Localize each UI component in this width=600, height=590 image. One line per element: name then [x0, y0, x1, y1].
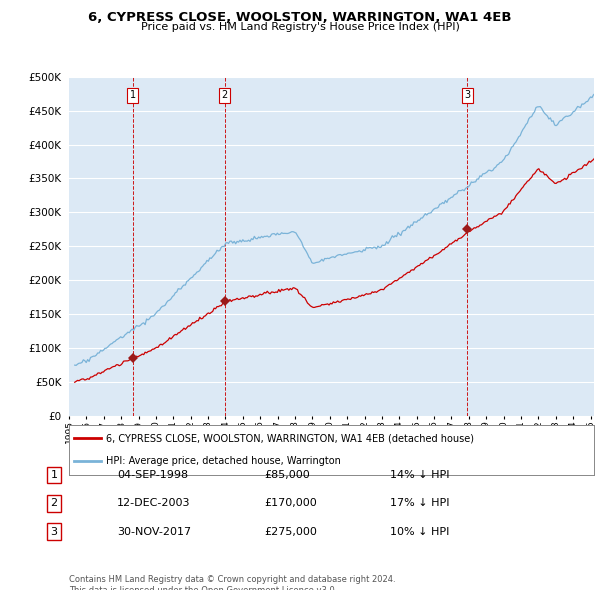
- Text: Contains HM Land Registry data © Crown copyright and database right 2024.
This d: Contains HM Land Registry data © Crown c…: [69, 575, 395, 590]
- Text: 14% ↓ HPI: 14% ↓ HPI: [390, 470, 449, 480]
- Text: £85,000: £85,000: [264, 470, 310, 480]
- Text: 3: 3: [50, 527, 58, 536]
- Text: 6, CYPRESS CLOSE, WOOLSTON, WARRINGTON, WA1 4EB (detached house): 6, CYPRESS CLOSE, WOOLSTON, WARRINGTON, …: [106, 433, 474, 443]
- Text: 6, CYPRESS CLOSE, WOOLSTON, WARRINGTON, WA1 4EB: 6, CYPRESS CLOSE, WOOLSTON, WARRINGTON, …: [88, 11, 512, 24]
- Text: 2: 2: [221, 90, 228, 100]
- Text: 04-SEP-1998: 04-SEP-1998: [117, 470, 188, 480]
- Text: 10% ↓ HPI: 10% ↓ HPI: [390, 527, 449, 536]
- Text: 1: 1: [130, 90, 136, 100]
- Text: HPI: Average price, detached house, Warrington: HPI: Average price, detached house, Warr…: [106, 457, 341, 467]
- Text: 30-NOV-2017: 30-NOV-2017: [117, 527, 191, 536]
- Text: 12-DEC-2003: 12-DEC-2003: [117, 499, 191, 508]
- Text: 3: 3: [464, 90, 470, 100]
- Text: Price paid vs. HM Land Registry's House Price Index (HPI): Price paid vs. HM Land Registry's House …: [140, 22, 460, 32]
- Text: 2: 2: [50, 499, 58, 508]
- Text: 17% ↓ HPI: 17% ↓ HPI: [390, 499, 449, 508]
- Text: £170,000: £170,000: [264, 499, 317, 508]
- Text: 1: 1: [50, 470, 58, 480]
- Text: £275,000: £275,000: [264, 527, 317, 536]
